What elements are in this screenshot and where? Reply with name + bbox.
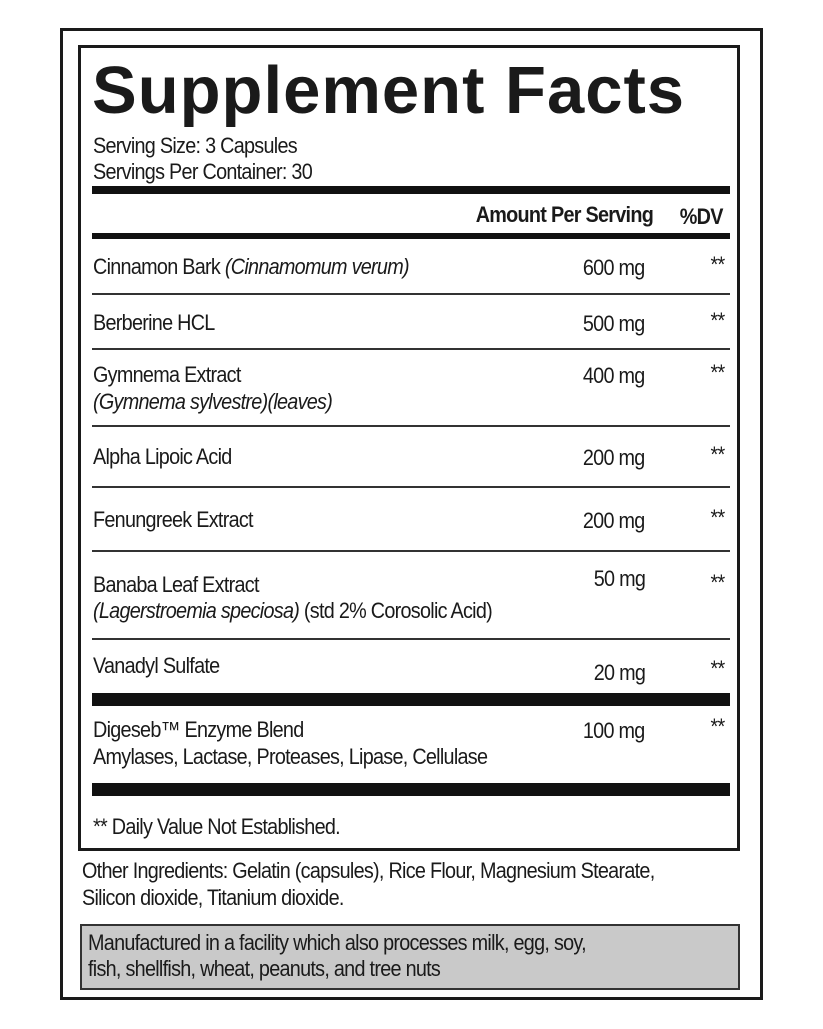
amount: 400 mg [583, 363, 645, 388]
dv: ** [711, 570, 726, 595]
ingredient-name: Gymnema Extract [93, 362, 241, 387]
ingredient-name: Fenungreek Extract [93, 507, 254, 532]
other-ingredients-line-2: Silicon dioxide, Titanium dioxide. [82, 885, 344, 910]
servings-per-container: Servings Per Container: 30 [93, 159, 313, 184]
ingredient-latin: (Lagerstroemia speciosa) [93, 598, 300, 623]
allergen-line-2: fish, shellfish, wheat, peanuts, and tre… [88, 956, 441, 981]
row-divider [92, 486, 730, 488]
ingredient-name: Digeseb™ Enzyme Blend [93, 717, 304, 742]
allergen-line-1: Manufactured in a facility which also pr… [88, 930, 587, 955]
amount: 20 mg [593, 660, 646, 685]
ingredient-latin: (Gymnema sylvestre)(leaves) [93, 389, 333, 414]
dv: ** [711, 714, 726, 739]
thick-divider [92, 783, 730, 796]
amount: 200 mg [583, 508, 645, 533]
dv: ** [711, 252, 726, 277]
amount: 600 mg [583, 255, 645, 280]
amount-header: Amount Per Serving [475, 202, 654, 227]
ingredient-standardization: (std 2% Corosolic Acid) [299, 598, 493, 623]
thick-divider [92, 693, 730, 706]
row-divider [92, 293, 730, 295]
facts-panel [78, 45, 740, 851]
dv: ** [711, 656, 726, 681]
outer-border [60, 28, 763, 1000]
row-divider [92, 425, 730, 427]
dv: ** [711, 442, 726, 467]
row-divider [92, 348, 730, 350]
ingredient-name: Cinnamon Bark [93, 254, 221, 279]
ingredient-name: Banaba Leaf Extract [93, 572, 259, 597]
dv: ** [711, 505, 726, 530]
amount: 200 mg [583, 445, 645, 470]
ingredient-name: Vanadyl Sulfate [93, 653, 220, 678]
title: Supplement Facts [92, 53, 686, 128]
other-ingredients-line-1: Other Ingredients: Gelatin (capsules), R… [82, 858, 655, 883]
thick-divider [92, 233, 730, 239]
blend-components: Amylases, Lactase, Proteases, Lipase, Ce… [93, 744, 488, 769]
allergen-box [80, 924, 740, 990]
dv-header: %DV [680, 204, 724, 229]
serving-size: Serving Size: 3 Capsules [93, 133, 298, 158]
dv: ** [711, 308, 726, 333]
row-divider [92, 550, 730, 552]
ingredient-name: Berberine HCL [93, 310, 215, 335]
ingredient-latin: (Cinnamomum verum) [224, 254, 410, 279]
thick-divider [92, 186, 730, 194]
amount: 500 mg [583, 311, 645, 336]
dv: ** [711, 360, 726, 385]
amount: 100 mg [583, 718, 645, 743]
row-divider [92, 638, 730, 640]
amount: 50 mg [593, 566, 646, 591]
ingredient-name: Alpha Lipoic Acid [93, 444, 232, 469]
footnote: ** Daily Value Not Established. [93, 814, 341, 839]
